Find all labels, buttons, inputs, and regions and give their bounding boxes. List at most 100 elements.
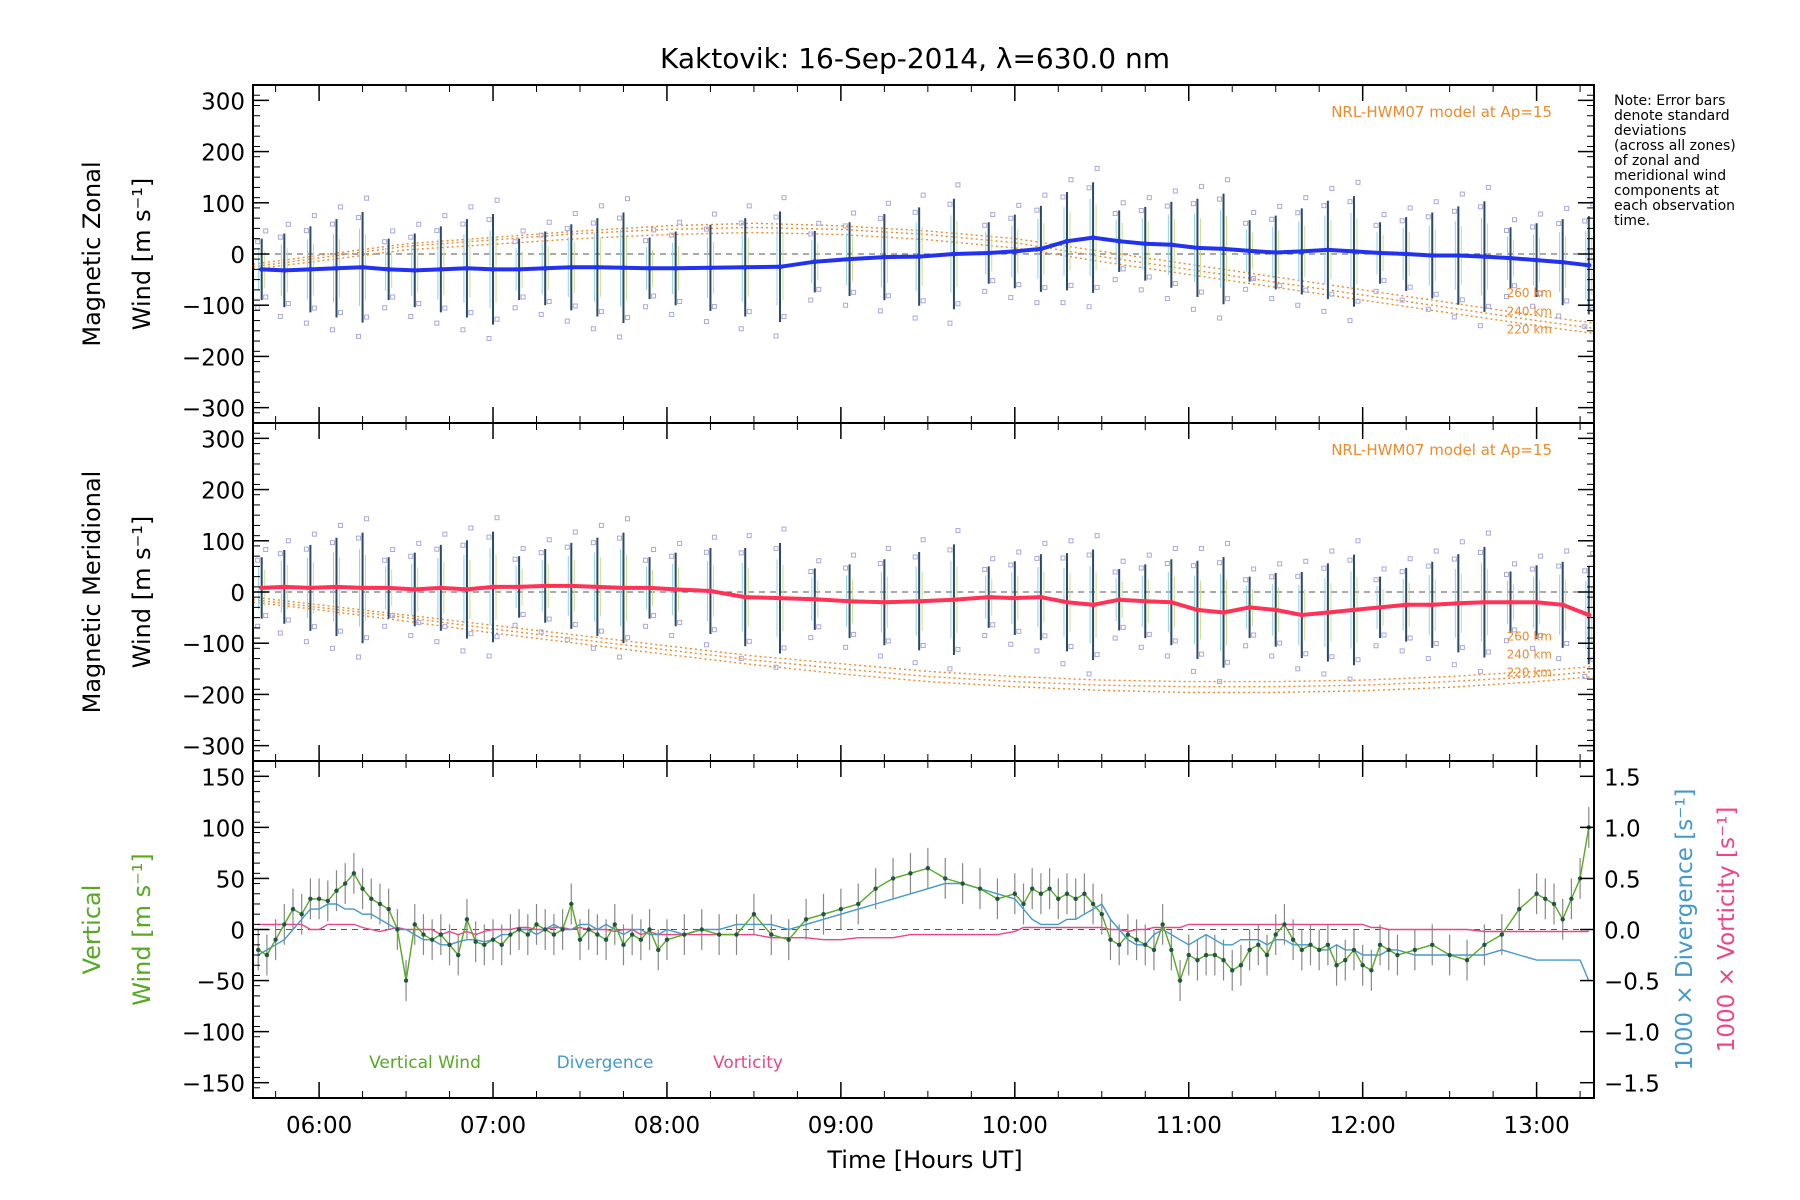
sample-marker bbox=[1225, 296, 1231, 302]
vertical-wind-point bbox=[734, 932, 739, 937]
sample-marker bbox=[590, 326, 596, 332]
vertical-wind-point bbox=[1264, 952, 1270, 958]
sample-marker bbox=[1295, 573, 1301, 579]
vertical-wind-point bbox=[508, 932, 513, 937]
sample-marker bbox=[442, 624, 448, 630]
vertical-wind-point bbox=[1099, 911, 1104, 917]
sample-marker bbox=[1303, 287, 1309, 293]
vertical-wind-point bbox=[490, 937, 496, 942]
sample-marker bbox=[263, 294, 269, 300]
sample-marker bbox=[337, 310, 343, 316]
vertical-wind-point bbox=[1360, 963, 1365, 968]
meridional-data-point bbox=[1429, 602, 1435, 608]
vertical-wind-point bbox=[1395, 952, 1400, 958]
vertical-wind-point bbox=[1238, 963, 1244, 968]
sample-marker bbox=[285, 538, 291, 544]
sample-marker bbox=[1034, 555, 1040, 561]
sample-marker bbox=[1407, 556, 1413, 562]
meridional-data-point bbox=[647, 585, 653, 591]
sample-marker bbox=[1381, 212, 1387, 218]
sample-marker bbox=[885, 200, 891, 206]
zonal-data-point bbox=[386, 266, 392, 272]
meridional-data-point bbox=[1403, 602, 1409, 608]
sample-marker bbox=[486, 534, 492, 540]
vertical-wind-point bbox=[525, 932, 531, 937]
sample-marker bbox=[408, 234, 414, 240]
sample-marker bbox=[1459, 539, 1465, 545]
sample-marker bbox=[947, 320, 953, 326]
sample-marker bbox=[1347, 318, 1353, 324]
sample-marker bbox=[1582, 568, 1588, 574]
y-tick-label: 100 bbox=[201, 816, 245, 842]
vertical-wind-point bbox=[334, 888, 339, 893]
vertical-wind-point bbox=[995, 896, 1000, 902]
meridional-data-point bbox=[1012, 595, 1018, 601]
sample-marker bbox=[1277, 283, 1283, 289]
vertical-wind-point bbox=[1256, 942, 1261, 948]
sample-marker bbox=[1321, 671, 1327, 677]
sample-marker bbox=[1538, 290, 1544, 296]
sample-marker bbox=[590, 540, 596, 546]
sample-marker bbox=[1485, 184, 1491, 190]
sample-marker bbox=[1399, 648, 1405, 654]
sample-marker bbox=[1355, 179, 1361, 185]
sample-marker bbox=[1512, 627, 1518, 633]
y2-tick-label: −1.5 bbox=[1604, 1072, 1660, 1098]
sample-marker bbox=[1042, 540, 1048, 546]
sample-marker bbox=[1016, 549, 1022, 555]
panel-data bbox=[253, 515, 1594, 694]
sample-marker bbox=[1347, 676, 1353, 682]
sample-marker bbox=[1008, 641, 1014, 647]
sample-marker bbox=[329, 221, 335, 227]
meridional-data-point bbox=[360, 585, 366, 591]
vertical-wind-point bbox=[1543, 896, 1548, 902]
vertical-wind-point bbox=[1343, 957, 1348, 963]
model-curve-260km bbox=[253, 596, 1594, 683]
vertical-wind-point bbox=[943, 876, 948, 881]
panel-data bbox=[253, 806, 1594, 1001]
sample-marker bbox=[1485, 530, 1491, 536]
vertical-wind-point bbox=[1082, 891, 1087, 896]
y-tick-label: 0 bbox=[230, 919, 245, 945]
y2-tick-label: −0.5 bbox=[1604, 970, 1660, 996]
legend-entry: Vertical Wind bbox=[369, 1053, 481, 1073]
vertical-wind-point bbox=[499, 942, 504, 948]
vertical-wind-point bbox=[1247, 947, 1252, 953]
sample-marker bbox=[703, 319, 709, 325]
sample-marker bbox=[1042, 192, 1048, 198]
sample-marker bbox=[572, 529, 578, 535]
sample-marker bbox=[1530, 303, 1536, 309]
sample-marker bbox=[255, 239, 261, 245]
vertical-wind-point bbox=[1377, 942, 1383, 948]
zonal-data-point bbox=[1194, 245, 1200, 251]
sample-marker bbox=[816, 286, 822, 292]
y-tick-label: 200 bbox=[201, 479, 245, 505]
sample-marker bbox=[1564, 205, 1570, 211]
sample-marker bbox=[1008, 562, 1014, 568]
sample-marker bbox=[468, 631, 474, 637]
vertical-wind-point bbox=[1282, 922, 1287, 927]
vertical-wind-point bbox=[1012, 891, 1018, 896]
sample-marker bbox=[572, 622, 578, 628]
panel-data bbox=[253, 165, 1594, 341]
sample-marker bbox=[1399, 297, 1405, 303]
sample-marker bbox=[408, 553, 414, 559]
meridional-data-point bbox=[1351, 607, 1357, 613]
sample-marker bbox=[912, 660, 918, 666]
sample-marker bbox=[843, 223, 849, 229]
zonal-data-point bbox=[1455, 253, 1461, 259]
sample-marker bbox=[255, 305, 261, 311]
sample-marker bbox=[1034, 300, 1040, 306]
sample-marker bbox=[781, 526, 787, 532]
sample-marker bbox=[311, 531, 317, 537]
sample-marker bbox=[1381, 632, 1387, 638]
vertical-wind-point bbox=[1290, 937, 1296, 942]
vertical-wind-point bbox=[803, 917, 809, 922]
sample-marker bbox=[947, 547, 953, 553]
vertical-wind-point bbox=[438, 932, 444, 937]
vertical-wind-point bbox=[1151, 947, 1157, 953]
sample-marker bbox=[364, 635, 370, 641]
sample-marker bbox=[1329, 654, 1335, 660]
vertical-wind-point bbox=[1038, 891, 1044, 896]
zonal-data-point bbox=[490, 266, 496, 272]
